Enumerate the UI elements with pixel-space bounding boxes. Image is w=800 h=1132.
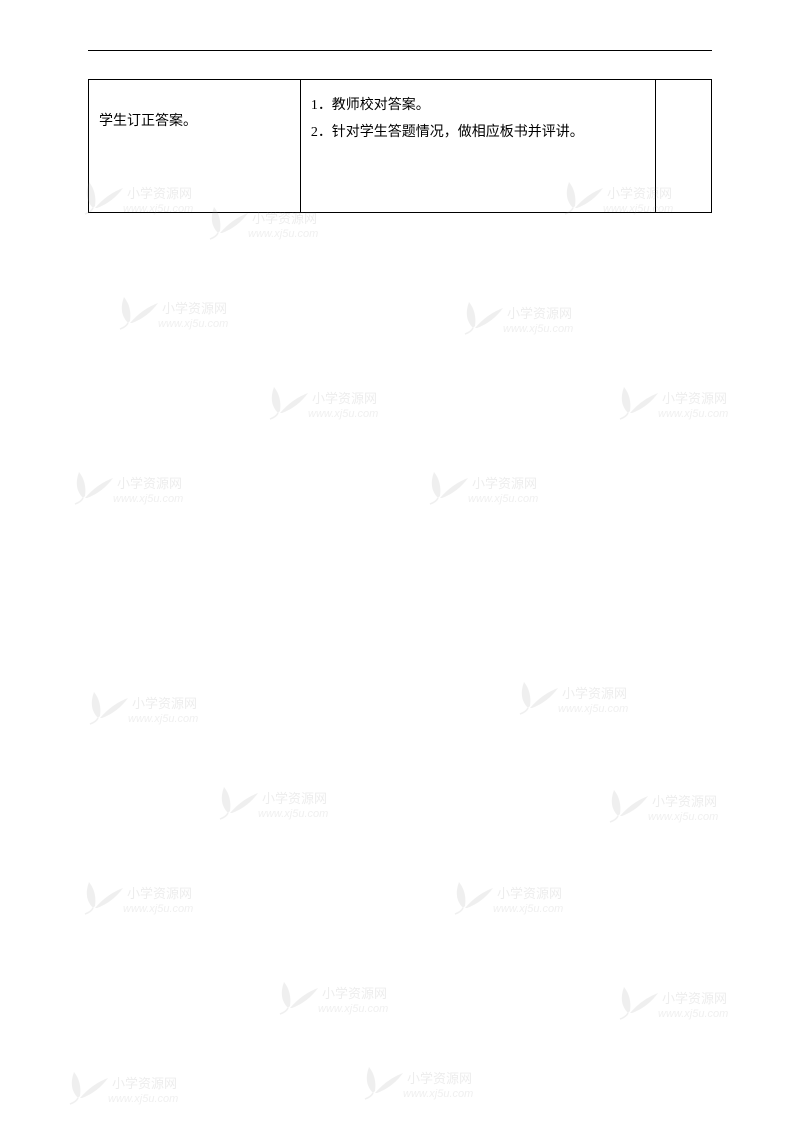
header-rule — [88, 50, 712, 51]
page-container: 学生订正答案。 1．教师校对答案。 2．针对学生答题情况，做相应板书并评讲。 — [0, 0, 800, 1132]
notes-cell — [655, 80, 711, 213]
teacher-activity-content: 1．教师校对答案。 2．针对学生答题情况，做相应板书并评讲。 — [311, 92, 645, 200]
student-activity-cell: 学生订正答案。 — [89, 80, 301, 213]
teacher-activity-line1: 1．教师校对答案。 — [311, 92, 645, 119]
lesson-table: 学生订正答案。 1．教师校对答案。 2．针对学生答题情况，做相应板书并评讲。 — [88, 79, 712, 213]
notes-text — [666, 92, 701, 200]
teacher-activity-cell: 1．教师校对答案。 2．针对学生答题情况，做相应板书并评讲。 — [300, 80, 655, 213]
table-row: 学生订正答案。 1．教师校对答案。 2．针对学生答题情况，做相应板书并评讲。 — [89, 80, 712, 213]
teacher-activity-line2: 2．针对学生答题情况，做相应板书并评讲。 — [311, 119, 645, 146]
student-activity-text: 学生订正答案。 — [99, 92, 290, 200]
